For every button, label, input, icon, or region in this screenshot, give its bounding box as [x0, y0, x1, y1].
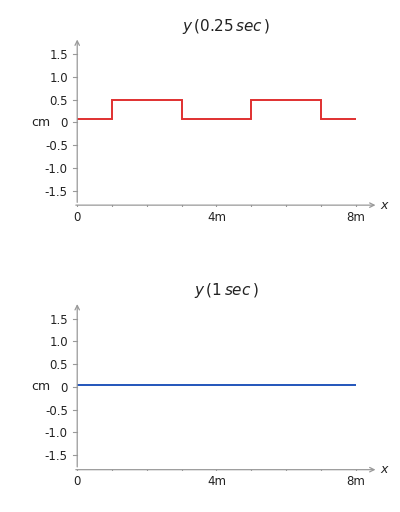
Text: cm: cm: [31, 380, 50, 393]
Text: x: x: [381, 199, 388, 211]
Text: $\mathit{y}$$\mathit{\/(1\/sec\/)}$: $\mathit{y}$$\mathit{\/(1\/sec\/)}$: [194, 282, 258, 301]
Text: x: x: [381, 463, 388, 476]
Text: cm: cm: [31, 116, 50, 129]
Text: $\mathit{y}$$\mathit{\/(0.25\/sec\/)}$: $\mathit{y}$$\mathit{\/(0.25\/sec\/)}$: [182, 17, 270, 36]
